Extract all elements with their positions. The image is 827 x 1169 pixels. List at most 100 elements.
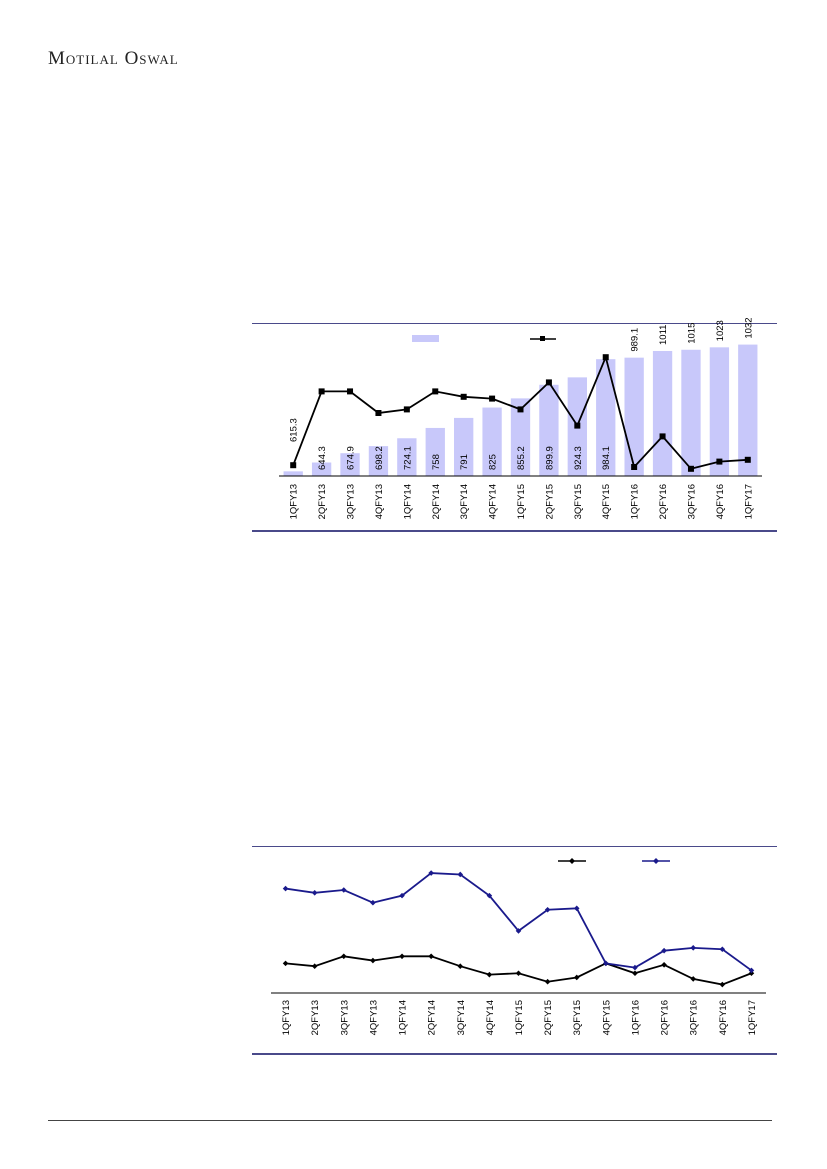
x-tick-label: 3QFY13 — [339, 1000, 350, 1035]
line-point — [517, 406, 524, 413]
line-point — [748, 970, 755, 977]
x-tick-label: 4QFY13 — [374, 484, 385, 519]
bar-data-label: 1023 — [715, 320, 726, 341]
bar-data-label: 724.1 — [402, 446, 413, 470]
bar-data-label: 924.3 — [573, 446, 584, 470]
line-point — [544, 978, 551, 985]
bar-data-label: 615.3 — [289, 418, 300, 442]
line-point — [574, 422, 581, 429]
x-tick-label: 1QFY17 — [743, 484, 754, 519]
bar-data-label: 758 — [431, 454, 442, 470]
bar — [652, 350, 673, 476]
x-tick-label: 1QFY13 — [289, 484, 300, 519]
line-point — [573, 974, 580, 981]
bar — [482, 407, 502, 476]
x-tick-label: 1QFY14 — [402, 484, 413, 519]
footer-rule — [48, 1120, 772, 1121]
x-tick-label: 2QFY14 — [431, 484, 442, 519]
line-point — [370, 957, 376, 964]
bar-data-label: 899.9 — [544, 446, 555, 470]
bar — [510, 398, 531, 476]
line-point — [457, 871, 464, 878]
bar — [709, 347, 730, 476]
x-tick-label: 3QFY14 — [459, 484, 470, 519]
x-tick-label: 1QFY15 — [514, 1000, 525, 1035]
line-point — [489, 395, 496, 402]
line-point — [428, 953, 434, 960]
x-tick-label: 3QFY16 — [686, 484, 697, 519]
chart2-top-rule — [252, 846, 777, 847]
line-point — [659, 433, 666, 440]
line-point — [282, 885, 289, 892]
chart2-bottom-rule — [252, 1053, 777, 1055]
line-point — [403, 406, 410, 413]
chart1-bottom-rule — [252, 530, 777, 532]
line-point — [290, 462, 297, 469]
x-tick-label: 4QFY14 — [485, 1000, 496, 1035]
x-tick-label: 1QFY15 — [516, 484, 527, 519]
line-point — [515, 928, 522, 934]
x-tick-label: 1QFY13 — [281, 1000, 292, 1035]
x-tick-label: 4QFY15 — [601, 484, 612, 519]
line-point — [457, 963, 464, 969]
bar-data-label: 825 — [488, 454, 499, 470]
line-point — [311, 963, 318, 969]
x-tick-label: 2QFY16 — [660, 1000, 671, 1035]
x-tick-label: 1QFY17 — [747, 1000, 758, 1035]
line-point — [399, 892, 405, 899]
line-point — [460, 393, 467, 400]
bar-data-label: 791 — [459, 454, 470, 470]
bar — [539, 384, 559, 476]
bar-data-label: 984.1 — [601, 446, 612, 470]
series-line — [285, 955, 752, 986]
line-point — [318, 388, 325, 395]
x-tick-label: 3QFY16 — [689, 1000, 700, 1035]
line-point — [432, 388, 439, 395]
bar — [368, 446, 389, 476]
line-point — [744, 456, 751, 463]
bar — [283, 471, 303, 476]
line-point — [340, 953, 347, 960]
line-point — [719, 981, 726, 988]
bar-data-label: 674.9 — [346, 446, 357, 470]
legend-marker-series-1 — [569, 858, 575, 864]
line-point — [748, 967, 755, 974]
x-tick-label: 1QFY16 — [630, 484, 641, 519]
x-tick-label: 4QFY16 — [715, 484, 726, 519]
x-tick-label: 3QFY13 — [346, 484, 357, 519]
line-point — [340, 887, 347, 893]
x-tick-label: 1QFY14 — [398, 1000, 409, 1035]
line-point — [690, 945, 697, 951]
legend-marker-series-2 — [653, 858, 659, 864]
bar-data-label: 1011 — [658, 325, 669, 345]
bar-data-label: 644.3 — [317, 446, 328, 470]
x-tick-label: 2QFY14 — [427, 1000, 438, 1035]
x-tick-label: 3QFY14 — [456, 1000, 467, 1035]
bar — [738, 344, 758, 476]
legend-swatch-bar — [412, 335, 439, 342]
x-tick-label: 4QFY13 — [368, 1000, 379, 1035]
x-tick-label: 2QFY16 — [658, 484, 669, 519]
line-point — [719, 946, 726, 953]
x-tick-label: 2QFY13 — [310, 1000, 321, 1035]
bar-data-label: 855.2 — [516, 446, 527, 470]
bar — [311, 462, 332, 476]
bar — [340, 453, 360, 476]
line-point — [602, 354, 609, 361]
line-point — [544, 906, 551, 913]
bar — [454, 417, 474, 476]
bar — [397, 438, 417, 476]
line-point — [515, 970, 522, 977]
line-point — [687, 465, 694, 472]
x-tick-label: 2QFY15 — [543, 1000, 554, 1035]
line-point — [282, 960, 289, 967]
x-tick-label: 2QFY15 — [544, 484, 555, 519]
line-point — [716, 458, 723, 465]
x-tick-label: 4QFY16 — [718, 1000, 729, 1035]
bar-data-label: 1032 — [743, 317, 754, 338]
line-point — [399, 953, 405, 960]
chart1-top-rule — [252, 323, 777, 324]
line-point — [661, 947, 667, 954]
